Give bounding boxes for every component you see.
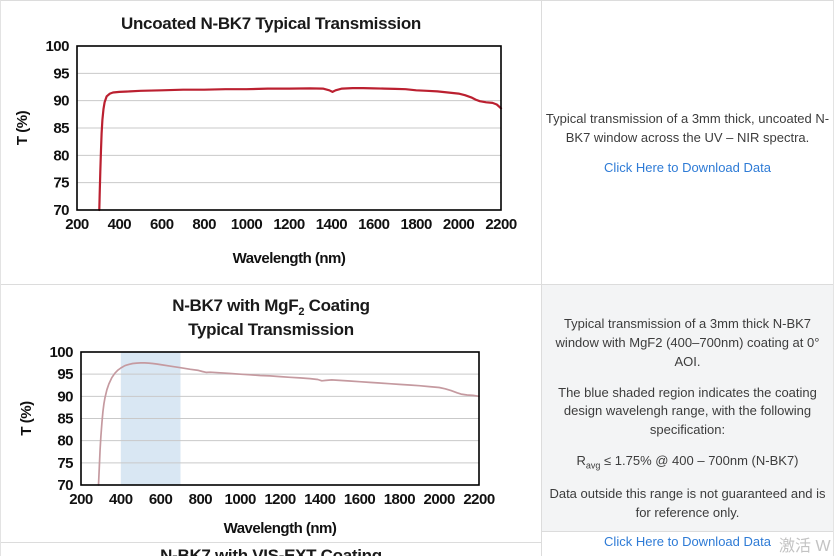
svg-text:1800: 1800 <box>384 491 416 508</box>
descriptions-column: Typical transmission of a 3mm thick, unc… <box>542 1 833 556</box>
next-chart-panel-clipped: N-BK7 with VIS-EXT Coating <box>1 543 542 556</box>
activate-windows-watermark: 激活 W <box>779 538 831 555</box>
uncoated-download-link[interactable]: Click Here to Download Data <box>604 159 771 175</box>
spec-r: R <box>576 453 586 469</box>
mgf2-download-link[interactable]: Click Here to Download Data <box>604 534 771 550</box>
svg-text:1400: 1400 <box>316 216 348 233</box>
spec-subscript: avg <box>585 460 601 471</box>
svg-text:80: 80 <box>57 433 73 450</box>
svg-text:100: 100 <box>49 344 73 361</box>
svg-text:1800: 1800 <box>401 216 433 233</box>
mgf2-transmission-chart: 200 400 600 800 1000 1200 1400 1600 1800 2000 2200… <box>18 344 495 537</box>
svg-text:1000: 1000 <box>225 491 257 508</box>
svg-text:2200: 2200 <box>485 216 517 233</box>
svg-text:1200: 1200 <box>264 491 296 508</box>
empty-panel <box>542 532 833 556</box>
svg-text:75: 75 <box>57 455 73 472</box>
svg-text:800: 800 <box>192 216 216 233</box>
mgf2-chart-title: N-BK7 with MgF2 Coating Typical Transmis… <box>1 285 541 339</box>
svg-text:Wavelength (nm): Wavelength (nm) <box>233 250 346 267</box>
svg-text:2000: 2000 <box>443 216 475 233</box>
mgf2-description-para3: Data outside this range is not guarantee… <box>549 485 826 520</box>
svg-text:80: 80 <box>53 147 69 164</box>
mgf2-title-pre: N-BK7 with MgF <box>172 296 299 315</box>
spec-rest: ≤ 1.75% @ 400 – 700nm (N-BK7) <box>600 453 799 469</box>
svg-text:1400: 1400 <box>304 491 336 508</box>
svg-text:600: 600 <box>149 491 173 508</box>
svg-text:85: 85 <box>53 120 69 137</box>
svg-text:85: 85 <box>57 411 73 428</box>
mgf2-chart-panel: N-BK7 with MgF2 Coating Typical Transmis… <box>1 285 542 543</box>
svg-text:70: 70 <box>53 202 69 219</box>
svg-text:1200: 1200 <box>273 216 305 233</box>
svg-text:75: 75 <box>53 175 69 192</box>
mgf2-title-line2: Typical Transmission <box>188 320 354 339</box>
svg-text:1600: 1600 <box>344 491 376 508</box>
svg-text:T (%): T (%) <box>14 110 31 145</box>
svg-text:2000: 2000 <box>424 491 456 508</box>
svg-text:70: 70 <box>57 477 73 494</box>
svg-text:90: 90 <box>57 388 73 405</box>
svg-text:95: 95 <box>57 366 73 383</box>
mgf2-description-panel: Typical transmission of a 3mm thick N-BK… <box>542 285 833 549</box>
mgf2-description-para2: The blue shaded region indicates the coa… <box>558 384 817 438</box>
mgf2-spec-line: Ravg ≤ 1.75% @ 400 – 700nm (N-BK7) <box>545 452 831 473</box>
svg-text:1600: 1600 <box>358 216 390 233</box>
svg-text:800: 800 <box>189 491 213 508</box>
svg-text:T (%): T (%) <box>18 401 35 436</box>
svg-text:Wavelength (nm): Wavelength (nm) <box>224 520 337 537</box>
svg-text:200: 200 <box>65 216 89 233</box>
mgf2-title-subscript: 2 <box>298 306 305 318</box>
uncoated-description-panel: Typical transmission of a 3mm thick, unc… <box>542 1 833 285</box>
uncoated-description-text: Typical transmission of a 3mm thick, unc… <box>545 111 830 145</box>
svg-text:100: 100 <box>45 39 69 55</box>
uncoated-chart-panel: Uncoated N-BK7 Typical Transmission 200 4… <box>1 1 542 285</box>
uncoated-transmission-chart: 200 400 600 800 1000 1200 1400 1600 1800 2000 2200… <box>14 39 517 267</box>
mgf2-description-para1: Typical transmission of a 3mm thick N-BK… <box>555 316 820 369</box>
charts-column: Uncoated N-BK7 Typical Transmission 200 4… <box>1 1 542 556</box>
svg-text:600: 600 <box>150 216 174 233</box>
svg-text:90: 90 <box>53 93 69 110</box>
svg-text:2200: 2200 <box>463 491 495 508</box>
svg-text:1000: 1000 <box>231 216 263 233</box>
next-chart-title: N-BK7 with VIS-EXT Coating <box>160 546 382 556</box>
svg-text:400: 400 <box>108 216 132 233</box>
mgf2-title-post: Coating <box>304 296 370 315</box>
svg-text:400: 400 <box>109 491 133 508</box>
uncoated-chart-title: Uncoated N-BK7 Typical Transmission <box>121 14 421 33</box>
svg-text:95: 95 <box>53 65 69 82</box>
svg-text:200: 200 <box>69 491 93 508</box>
